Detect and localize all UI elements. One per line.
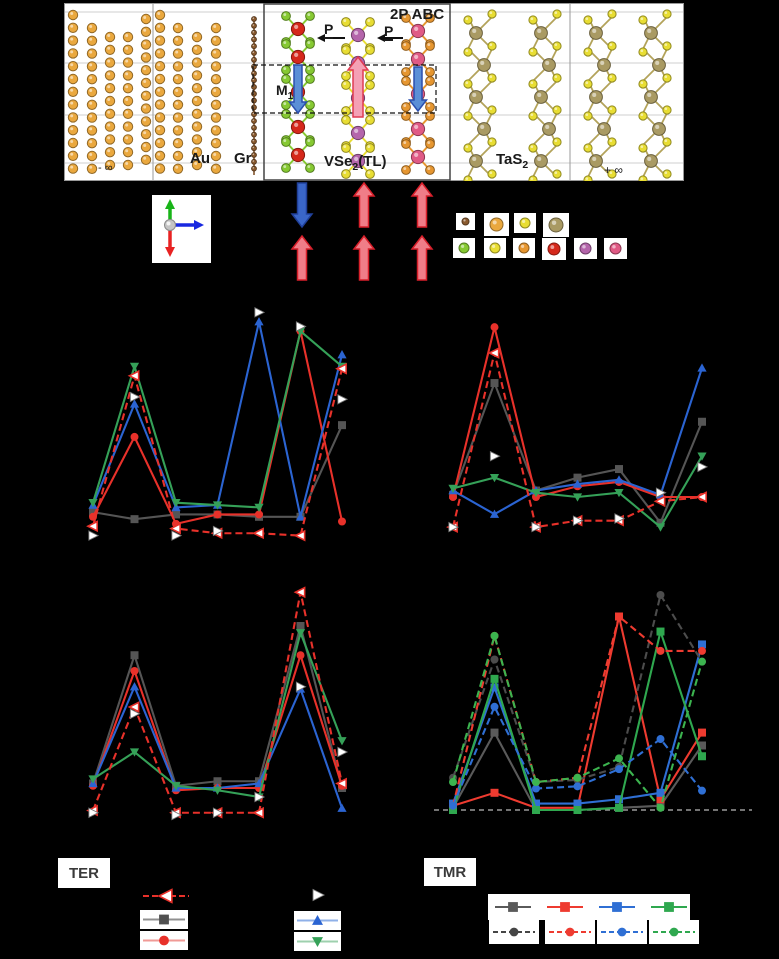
label-tas2: TaS2 (496, 151, 529, 171)
tmr-legend-title-box: TMR (424, 858, 476, 886)
tmr-dashed-entry-2 (597, 920, 647, 944)
chart-top-left (86, 307, 349, 542)
series-blue-circles-dashed (449, 702, 706, 810)
series-green-down-triangles (448, 452, 707, 532)
series-blue-up-triangles (88, 317, 347, 521)
structure-panel: - ∞ Au Gr VSe2(TL) TaS2 + ∞ 2P ABC P P M… (64, 3, 684, 181)
label-polarization-p1: P (324, 21, 334, 39)
label-stacking-2p-abc: 2P ABC (390, 6, 445, 23)
series-gray-circles-dashed (449, 591, 706, 787)
label-m1: M1 (276, 82, 294, 102)
chart-bottom-right (434, 591, 752, 814)
series-green-squares-solid (449, 627, 706, 814)
ter-legend-title-box: TER (58, 858, 110, 888)
atom-swatch-green (453, 238, 475, 258)
label-vse2: VSe2(TL) (324, 153, 387, 173)
label-polarization-p2: P (384, 23, 394, 41)
series-white-right-triangles (88, 681, 349, 821)
atom-swatch-gold-large (484, 213, 509, 236)
series-green-circles-dashed (449, 631, 706, 812)
label-minus-infinity: - ∞ (98, 162, 113, 174)
vse2-chain (341, 17, 375, 179)
series-white-right-triangles (88, 307, 349, 541)
tas2-chain (638, 9, 672, 181)
atom-swatch-red (542, 238, 566, 260)
series-gray-squares (449, 379, 706, 527)
atom-swatch-yellow-2 (484, 238, 506, 258)
tas2-chain (583, 9, 617, 181)
vse2-chain (281, 11, 315, 173)
atom-swatch-purple (574, 238, 597, 259)
chart-bottom-left (86, 586, 349, 821)
atom-swatch-pink (604, 238, 627, 259)
atom-swatch-khaki-large (543, 213, 569, 237)
tas2-chain (463, 9, 497, 181)
ter-entry-white-right-triangle (303, 886, 333, 904)
ter-entry-gray-square (140, 910, 188, 929)
label-gr: Gr (234, 150, 252, 167)
chart-top-right (446, 323, 709, 533)
series-red-circles (89, 327, 346, 528)
structure-drawing (64, 3, 684, 181)
ter-entry-blue-up-triangle (294, 911, 341, 930)
atom-swatch-yellow (514, 213, 536, 233)
ter-entry-red-circle (140, 931, 188, 950)
tmr-legend-solid-row (488, 894, 690, 920)
tmr-dashed-entry-1 (545, 920, 595, 944)
atom-swatch-brown-small (456, 213, 475, 230)
atom-swatch-orange (513, 238, 535, 258)
magnetization-arrows (290, 181, 434, 281)
label-au: Au (190, 150, 210, 167)
tas2-chain (528, 9, 562, 181)
label-plus-infinity: + ∞ (604, 163, 623, 177)
axis-orientation-widget (152, 195, 211, 263)
ter-entry-red-open-left-triangle-dashed (140, 887, 192, 905)
tmr-dashed-entry-3 (649, 920, 699, 944)
tmr-solid-row-drawing (495, 902, 687, 912)
series-white-right-triangles (448, 450, 709, 533)
ter-title: TER (69, 864, 99, 882)
ter-entry-green-down-triangle (294, 932, 341, 951)
tmr-dashed-entry-0 (489, 920, 539, 944)
tmr-title: TMR (433, 863, 467, 881)
